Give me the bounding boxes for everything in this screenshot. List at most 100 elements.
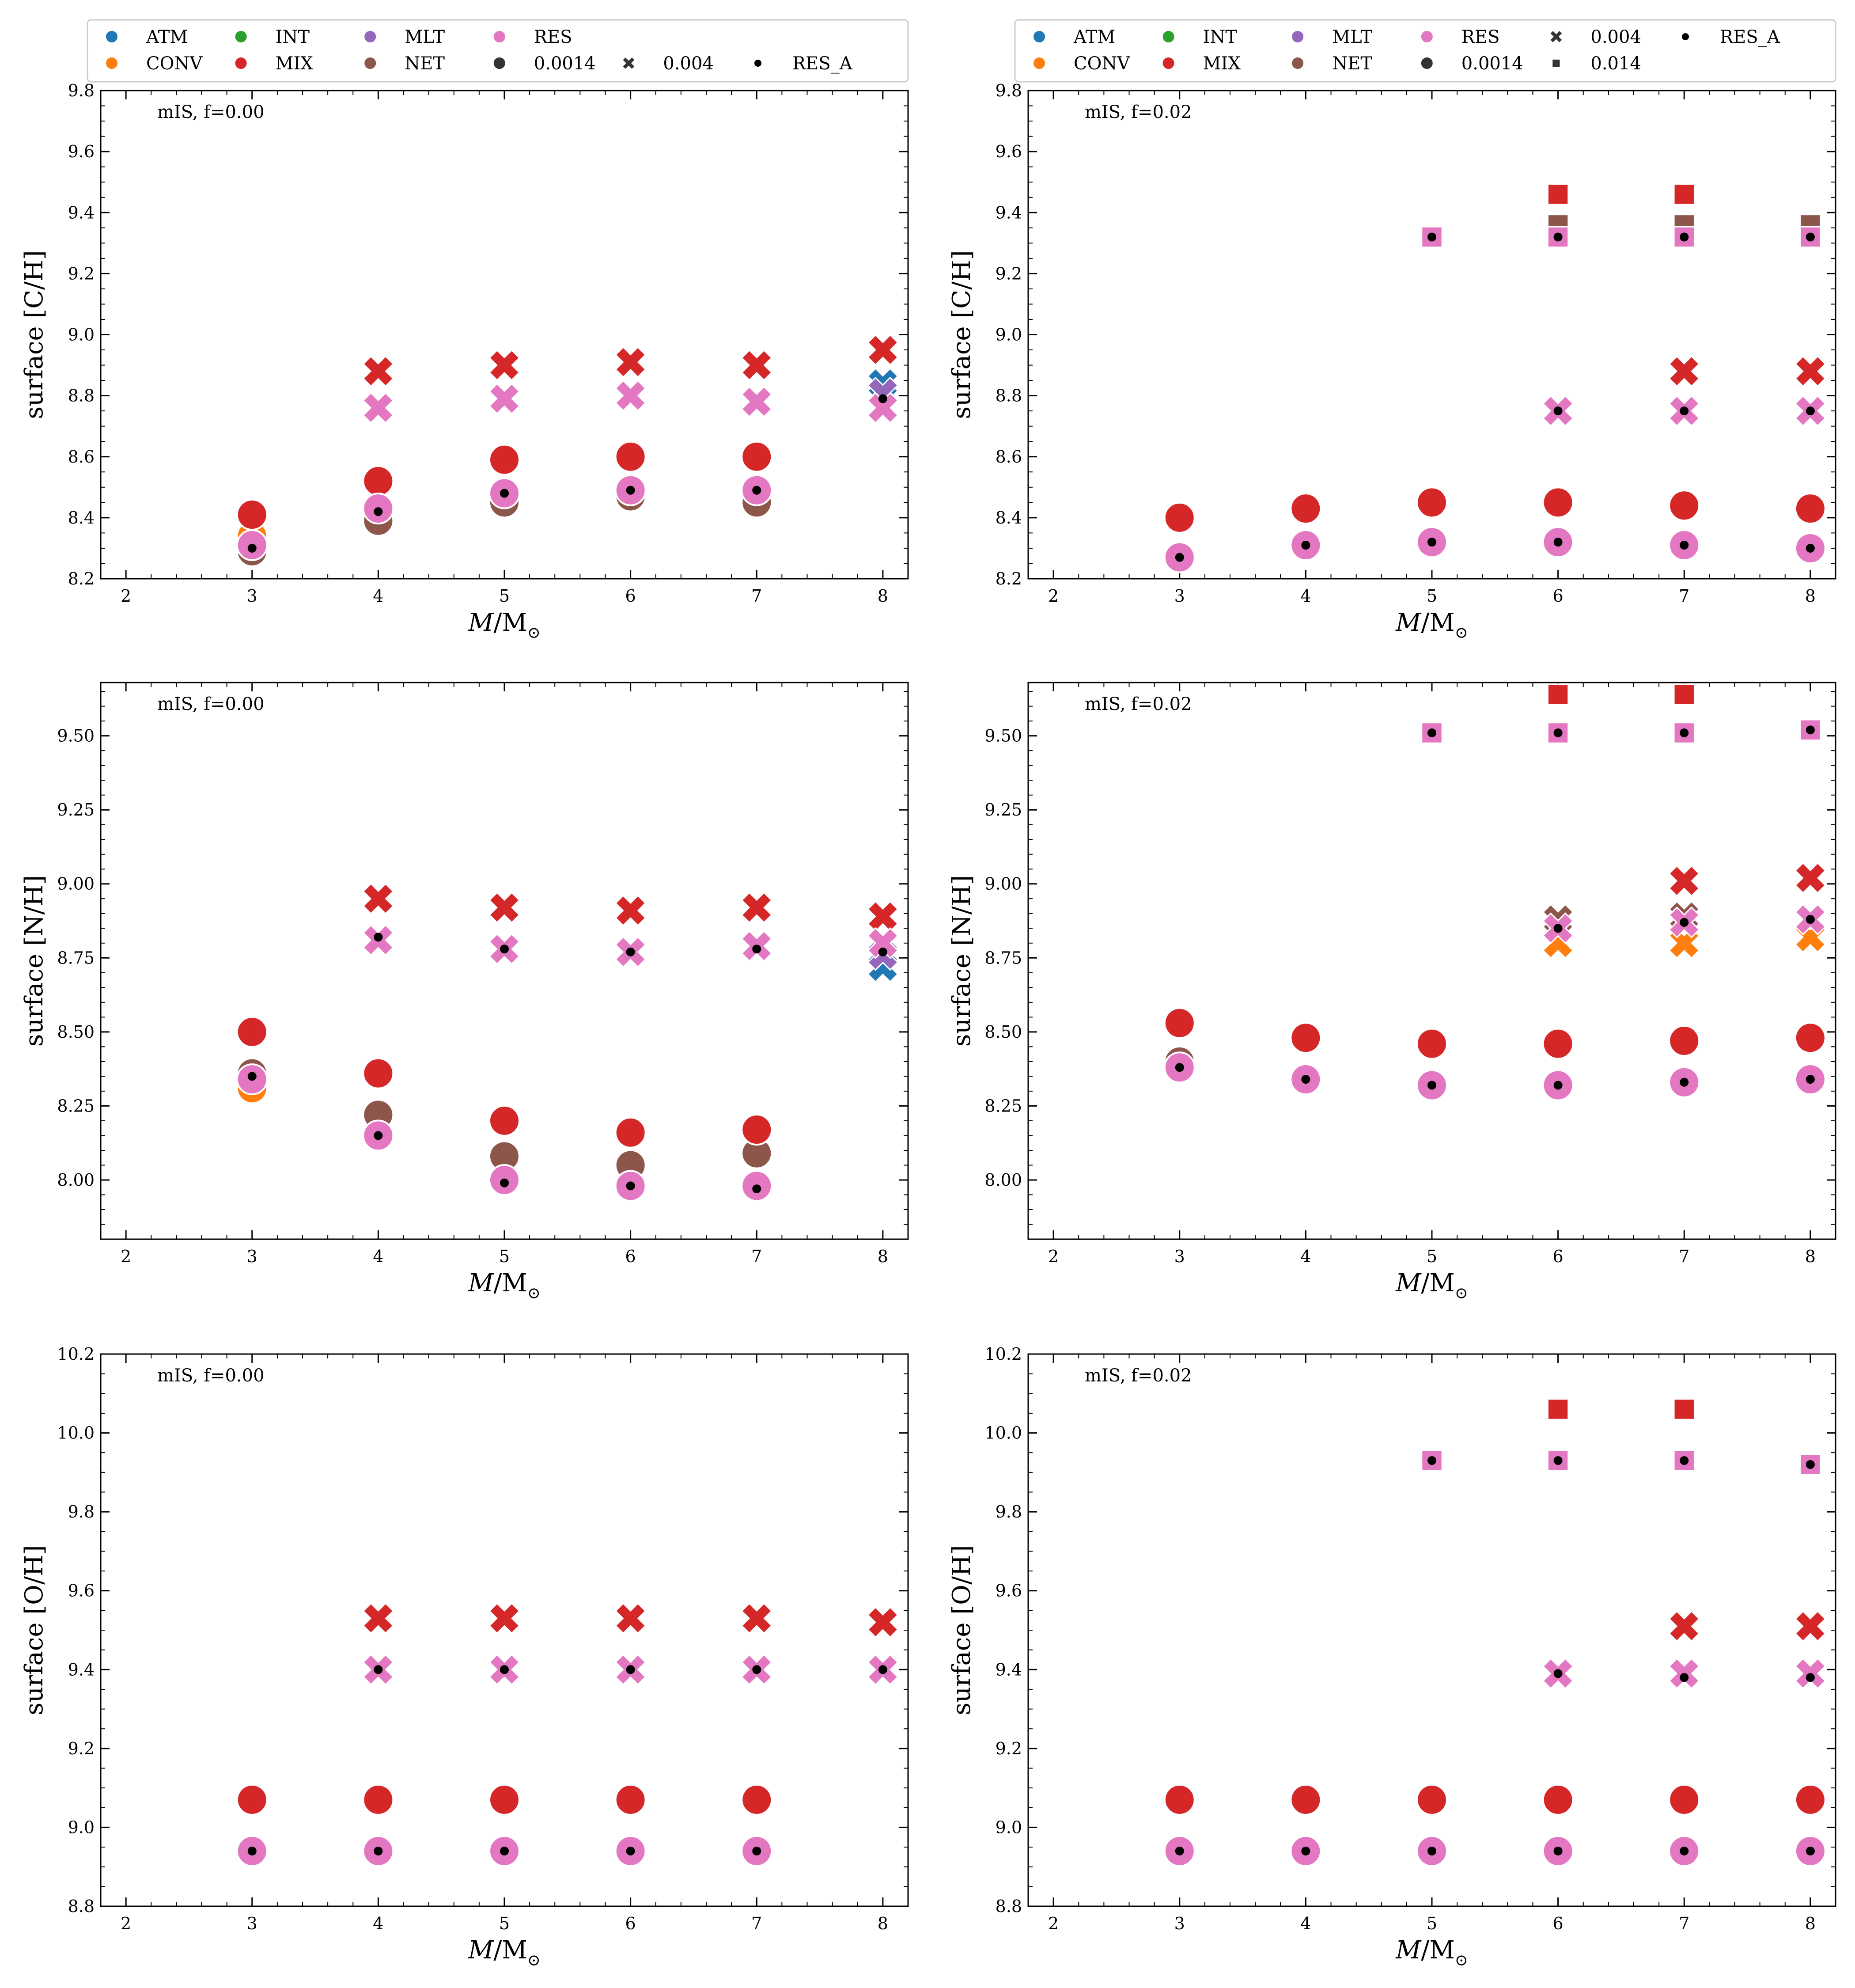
point-res-a-dot	[1680, 728, 1689, 737]
point-res-a-dot	[1806, 1460, 1815, 1469]
point-res-a-dot	[1553, 1669, 1563, 1678]
point-mix-x	[1794, 1610, 1826, 1643]
x-axis-label-rest: /M	[1421, 1269, 1454, 1298]
x-tick-label: 4	[373, 1914, 383, 1933]
point-mix-x	[614, 346, 647, 378]
point-mix-circle	[488, 1104, 520, 1137]
point-res-a-dot	[1806, 725, 1815, 735]
x-tick-label: 6	[625, 1914, 636, 1933]
point-mix-circle	[1794, 1022, 1826, 1054]
series-res-0-0014	[1163, 1051, 1826, 1101]
x-tick-label: 2	[1048, 1247, 1059, 1266]
point-res-a-dot	[1553, 1847, 1563, 1855]
y-tick-label: 9.8	[68, 1502, 95, 1521]
y-tick-label: 8.8	[68, 386, 95, 406]
x-axis-label-sub: ⊙	[527, 624, 541, 642]
point-res-a-dot	[752, 945, 761, 954]
legend-marker-net	[363, 56, 378, 71]
point-res-a-dot	[1175, 1063, 1184, 1072]
legend-label-conv: CONV	[1074, 53, 1130, 74]
legend-label-int: INT	[276, 27, 310, 47]
point-mix-circle	[1290, 1783, 1322, 1816]
point-mix-x-shape	[1794, 1610, 1826, 1643]
point-mix-circle	[741, 1783, 773, 1816]
x-tick-label: 4	[1300, 1247, 1311, 1266]
legend-label-atm: ATM	[146, 27, 188, 47]
legend-marker-int	[1161, 29, 1176, 44]
y-tick-label: 8.2	[996, 569, 1022, 588]
point-mix-circle	[488, 444, 520, 476]
y-tick-label: 9.4	[68, 203, 95, 222]
x-tick-label: 2	[121, 1247, 131, 1266]
x-axis-label-rest: /M	[493, 608, 527, 637]
x-tick-label: 6	[1553, 1914, 1564, 1933]
point-res-a-dot	[500, 489, 509, 498]
x-tick-label: 8	[1805, 1247, 1816, 1266]
y-tick-label: 9.0	[996, 1817, 1022, 1837]
point-res-a-dot	[626, 1181, 635, 1191]
point-res-a-dot	[1680, 1847, 1689, 1855]
legend-label-z004: 0.004	[1590, 27, 1641, 47]
point-mix-x-shape	[1794, 355, 1826, 387]
point-mix-x	[488, 349, 521, 381]
legend-marker-z004-shape	[621, 55, 636, 71]
point-res-a-dot	[374, 1131, 383, 1140]
legend-marker-conv	[104, 56, 119, 71]
point-res-a-dot	[1427, 1456, 1436, 1465]
point-mix-circle	[614, 1116, 647, 1149]
y-tick-label: 10.2	[984, 1344, 1022, 1364]
series-res-a	[247, 394, 887, 553]
legend-marker-z004-shape	[1548, 29, 1564, 45]
y-tick-label: 10.0	[57, 1423, 95, 1443]
point-res-x-shape	[362, 392, 394, 424]
point-mix-x-shape	[1668, 865, 1700, 897]
series-mix-0-0014	[1163, 1007, 1826, 1060]
x-tick-label: 5	[499, 586, 510, 606]
x-axis-label-italic: M	[468, 1936, 494, 1965]
point-mix-circle	[1290, 493, 1322, 525]
x-tick-label: 3	[1174, 1914, 1185, 1933]
series-mix-0-0014	[1163, 486, 1826, 534]
y-axis-label-n-h: surface [N/H]	[947, 875, 976, 1047]
panel-right-top: 2 3 4 5 6 7 8 8.2 8.4 8.6 8.8 9.0 9.2 9.4 9.6 9.8 mIS, f…	[947, 81, 1836, 642]
series-mix-0-004	[1668, 862, 1826, 897]
point-res-a-dot	[1680, 1077, 1689, 1087]
x-axis-label: M/M⊙	[468, 1936, 541, 1969]
point-res-square	[1547, 1449, 1569, 1472]
point-mix-circle	[1416, 486, 1448, 519]
legend-label-res: RES	[534, 27, 572, 47]
y-tick-label: 9.2	[68, 1739, 95, 1758]
legend-frame	[87, 19, 909, 83]
y-tick-label: 10.2	[57, 1344, 95, 1364]
legend-label-mix: MIX	[276, 53, 314, 74]
y-tick-label: 9.00	[984, 874, 1022, 894]
x-tick-label: 5	[499, 1247, 510, 1266]
series-mix-0-004	[362, 883, 899, 933]
series-res-a	[1175, 725, 1815, 1090]
point-mix-x	[362, 355, 394, 387]
legend-marker-net	[1290, 56, 1306, 71]
point-res-a-dot	[878, 394, 887, 403]
legend-label-z004: 0.004	[663, 53, 714, 74]
x-axis-label-rest: /M	[493, 1936, 527, 1965]
point-mix-x	[741, 349, 773, 381]
point-res-a-dot	[1806, 1075, 1815, 1084]
x-axis-label-sub: ⊙	[527, 1951, 541, 1969]
panel-left-bottom-marks	[236, 1602, 899, 1867]
x-axis-label-italic: M	[1395, 608, 1422, 637]
point-mix-circle	[1542, 1783, 1574, 1816]
panel-right-bottom: 2 3 4 5 6 7 8 8.8 9.0 9.2 9.4 9.6 9.8 10.0 10.2 mIS, f=…	[947, 1344, 1836, 1969]
legend-marker-z004	[1548, 29, 1564, 45]
point-mix-x	[1794, 355, 1826, 387]
y-tick-label: 8.00	[57, 1170, 95, 1190]
point-res-a-dot	[1680, 232, 1689, 242]
point-res-a-dot	[626, 947, 635, 956]
legend-marker-mlt	[1290, 29, 1306, 44]
point-res-a-dot	[1427, 538, 1436, 547]
x-tick-label: 6	[625, 1247, 636, 1266]
point-res-a-dot	[1427, 1847, 1436, 1855]
point-res-a-dot	[374, 1665, 383, 1674]
y-tick-label: 9.6	[996, 142, 1022, 161]
x-tick-label: 3	[1174, 586, 1185, 606]
x-axis-label-rest: /M	[493, 1269, 527, 1298]
